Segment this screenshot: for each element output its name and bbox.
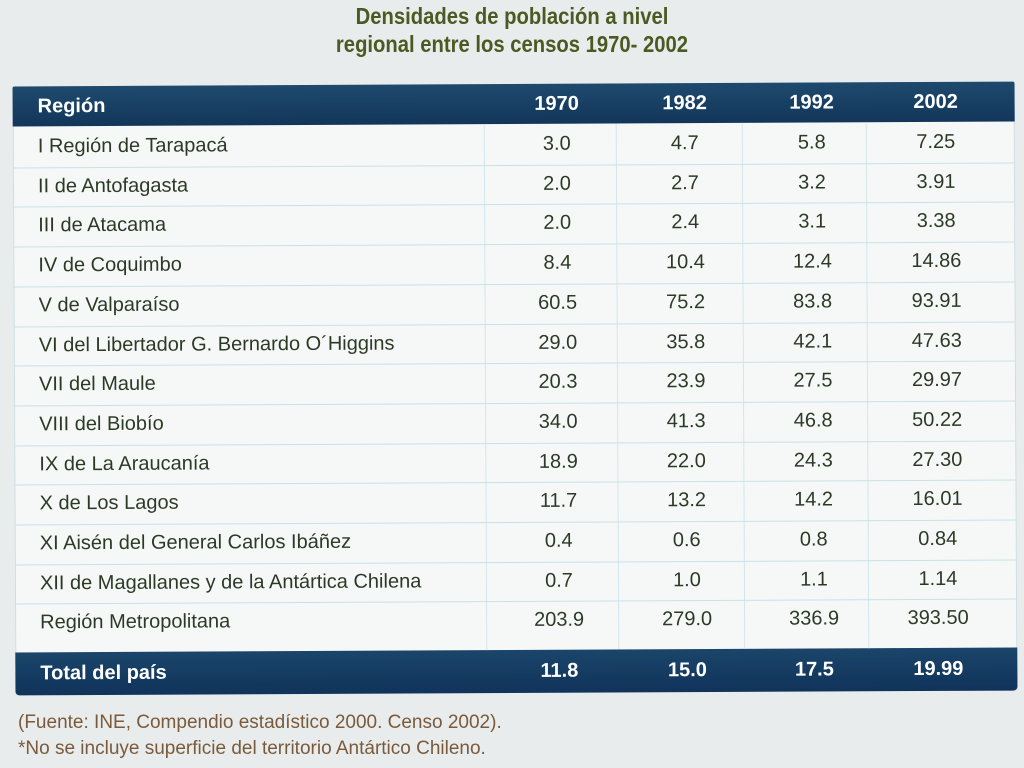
- row-divider: [13, 162, 1014, 169]
- row-divider: [15, 400, 1016, 407]
- table-cell: 0.4: [544, 529, 573, 552]
- table-cell: 3.0: [542, 132, 571, 155]
- region-name: III de Atacama: [38, 214, 167, 237]
- source-line-2: *No se incluye superficie del territorio…: [18, 738, 486, 759]
- table-cell: 29.97: [911, 369, 963, 392]
- table-cell: 3.91: [916, 170, 956, 193]
- table-cell: 60.5: [538, 291, 578, 314]
- source-note: (Fuente: INE, Compendio estadístico 2000…: [18, 710, 502, 762]
- table-cell: 22.0: [666, 449, 706, 472]
- region-name: XII de Magallanes y de la Antártica Chil…: [39, 570, 422, 595]
- table-cell: 12.4: [792, 250, 832, 273]
- table-cell: 29.0: [538, 331, 578, 354]
- table-cell: 7.25: [916, 130, 956, 154]
- region-name: V de Valparaíso: [38, 293, 180, 317]
- table-cell: 14.86: [911, 249, 962, 273]
- row-divider: [15, 519, 1016, 526]
- table-cell: 2.4: [671, 211, 700, 234]
- header-year-2002: 2002: [913, 90, 958, 114]
- region-name: IV de Coquimbo: [38, 253, 182, 277]
- table-cell: 3.2: [798, 171, 826, 194]
- table-cell: 393.50: [907, 607, 969, 630]
- total-value: 11.8: [540, 659, 579, 682]
- table-cell: 46.8: [793, 409, 833, 432]
- total-label: Total del país: [40, 661, 167, 685]
- region-name: I Región de Tarapacá: [37, 134, 228, 158]
- table-cell: 8.4: [543, 251, 572, 274]
- title-line-1: Densidades de población a nivel: [355, 3, 669, 29]
- table-cell: 5.8: [797, 131, 826, 154]
- row-divider: [15, 440, 1016, 447]
- table-cell: 27.5: [793, 369, 833, 392]
- table-cell: 3.1: [798, 210, 827, 234]
- total-value: 17.5: [794, 658, 834, 681]
- table-cell: 1.14: [918, 567, 958, 590]
- title-line-2: regional entre los censos 1970- 2002: [335, 31, 689, 57]
- row-divider: [14, 321, 1015, 327]
- table-cell: 42.1: [793, 329, 833, 353]
- table-cell: 2.0: [543, 172, 571, 195]
- table-cell: 27.30: [912, 448, 963, 471]
- table-cell: 16.01: [912, 488, 963, 511]
- row-divider: [15, 479, 1016, 486]
- table-cell: 75.2: [666, 290, 706, 314]
- region-name: IX de La Araucanía: [39, 452, 210, 475]
- table-cell: 336.9: [789, 607, 840, 631]
- row-divider: [14, 360, 1015, 367]
- table-cell: 2.0: [543, 212, 572, 235]
- table-cell: 24.3: [793, 449, 833, 472]
- table-cell: 20.3: [538, 370, 578, 394]
- table-cell: 23.9: [666, 370, 706, 393]
- row-divider: [14, 281, 1015, 288]
- total-value: 15.0: [667, 659, 707, 682]
- table-cell: 4.7: [670, 132, 699, 155]
- table-cell: 1.1: [799, 568, 828, 591]
- table-cell: 2.7: [671, 171, 699, 194]
- region-name: VII del Maule: [38, 372, 156, 396]
- header-year-1982: 1982: [662, 92, 707, 115]
- region-name: VIII del Biobío: [39, 412, 164, 436]
- header-year-1970: 1970: [534, 92, 579, 115]
- table-cell: 11.7: [539, 489, 578, 513]
- row-divider: [16, 598, 1017, 605]
- header-year-1992: 1992: [789, 91, 834, 114]
- table-cell: 279.0: [662, 608, 713, 631]
- region-name: XI Aisén del General Carlos Ibáñez: [39, 530, 352, 555]
- table-cell: 0.84: [918, 527, 958, 551]
- region-name: VI del Libertador G. Bernardo O´Higgins: [38, 332, 395, 356]
- table-cell: 83.8: [793, 290, 833, 313]
- table-cell: 47.63: [911, 329, 962, 352]
- table-cell: 18.9: [538, 450, 578, 473]
- table-cell: 203.9: [534, 609, 585, 632]
- table-cell: 41.3: [666, 409, 706, 433]
- header-region: Región: [37, 94, 106, 118]
- row-divider: [15, 559, 1016, 566]
- table-cell: 3.38: [916, 210, 956, 233]
- table-cell: 34.0: [538, 410, 578, 433]
- region-name: Región Metropolitana: [40, 610, 231, 634]
- row-divider: [14, 241, 1015, 248]
- region-name: II de Antofagasta: [37, 174, 189, 198]
- table-cell: 1.0: [672, 568, 701, 591]
- table-cell: 13.2: [667, 489, 707, 512]
- column-divider: [483, 124, 488, 651]
- table-cell: 50.22: [912, 408, 963, 431]
- table-cell: 0.7: [544, 569, 573, 592]
- source-line-1: (Fuente: INE, Compendio estadístico 2000…: [18, 712, 502, 733]
- table-cell: 0.8: [799, 528, 828, 551]
- row-divider: [14, 201, 1015, 208]
- table-cell: 93.91: [911, 289, 962, 312]
- table-cell: 35.8: [666, 330, 706, 353]
- table-cell: 0.6: [672, 529, 701, 552]
- total-value: 19.99: [913, 657, 964, 681]
- density-table: Región 1970 1982 1992 2002 I Región de Tarapa…: [12, 81, 1018, 696]
- table-cell: 14.2: [794, 488, 834, 511]
- table-cell: 10.4: [665, 251, 705, 274]
- region-name: X de Los Lagos: [39, 491, 179, 515]
- page-title: Densidades de población a nivel regional…: [61, 2, 962, 58]
